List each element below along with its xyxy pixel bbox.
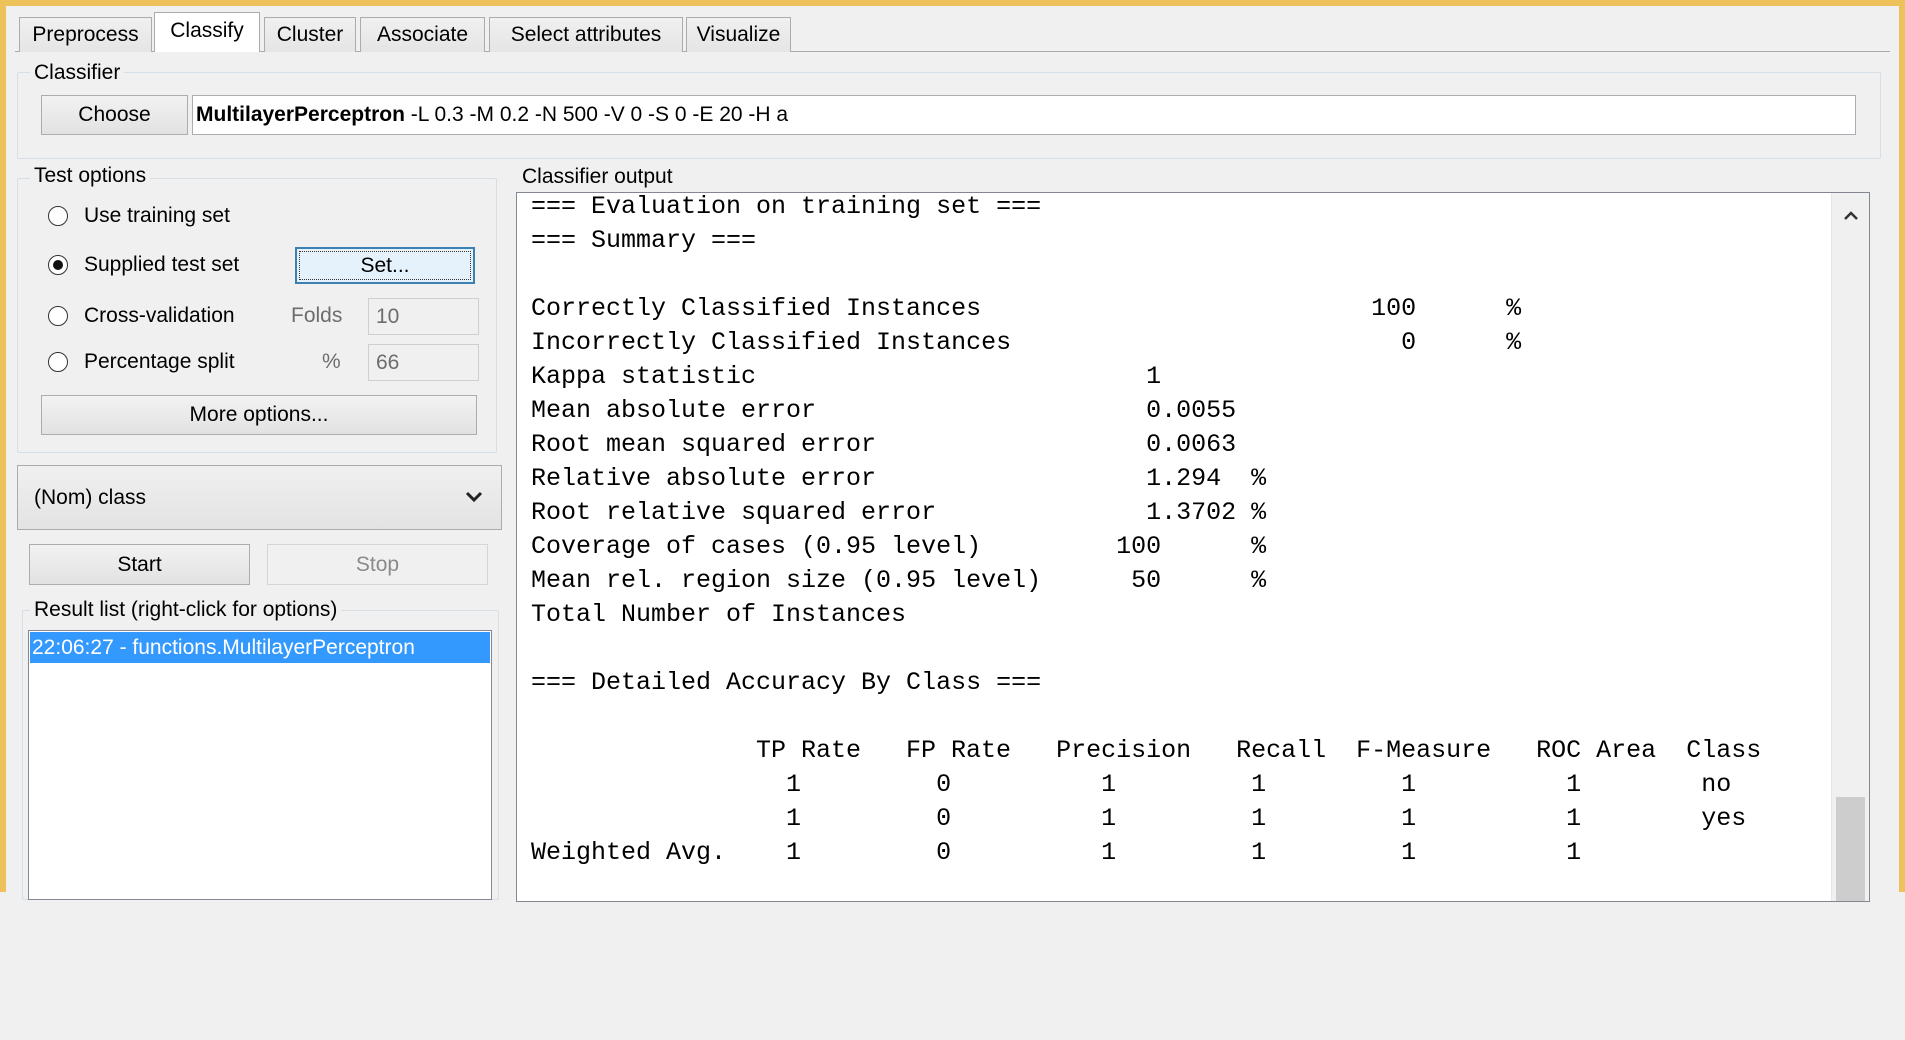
classifier-output-area[interactable] [516, 192, 1870, 902]
choose-button[interactable]: Choose [41, 95, 188, 135]
supplied-test-set-label: Supplied test set [84, 253, 240, 276]
cross-validation-radio[interactable] [48, 306, 68, 326]
result-list-item[interactable]: 22:06:27 - functions.MultilayerPerceptro… [30, 632, 490, 663]
tab-associate[interactable]: Associate [360, 17, 485, 52]
result-list[interactable]: 22:06:27 - functions.MultilayerPerceptro… [28, 630, 492, 900]
table-row: Weighted Avg. 1 0 1 1 1 1 [531, 838, 1582, 867]
classifier-output-label: Classifier output [518, 165, 677, 189]
more-options-button[interactable]: More options... [41, 395, 477, 435]
use-training-set-radio[interactable] [48, 206, 68, 226]
window-frame [0, 0, 1905, 892]
table-row: 1 0 1 1 1 1 no [786, 770, 1732, 799]
use-training-set-label: Use training set [84, 204, 230, 227]
classifier-group-label: Classifier [30, 61, 125, 85]
test-options-group [17, 178, 497, 453]
tab-cluster[interactable]: Cluster [264, 17, 356, 52]
percent-input[interactable]: 66 [368, 344, 479, 381]
result-list-label: Result list (right-click for options) [30, 598, 342, 622]
folds-label: Folds [291, 304, 343, 327]
output-scrollbar[interactable] [1831, 193, 1869, 901]
stop-button[interactable]: Stop [267, 544, 488, 585]
test-options-label: Test options [30, 164, 151, 188]
folds-input[interactable]: 10 [368, 298, 479, 335]
cross-validation-label: Cross-validation [84, 304, 235, 327]
set-test-set-button[interactable]: Set... [295, 247, 475, 284]
summary-header: === Summary === [531, 226, 757, 255]
classifier-config-field[interactable]: MultilayerPerceptron -L 0.3 -M 0.2 -N 50… [192, 95, 1856, 135]
supplied-test-set-radio[interactable] [48, 255, 68, 275]
table-row: 1 0 1 1 1 1 yes [786, 804, 1747, 833]
tab-classify[interactable]: Classify [154, 12, 260, 52]
table-header: TP Rate FP Rate Precision Recall F-Measu… [756, 736, 1762, 765]
detail-header: === Detailed Accuracy By Class === [531, 668, 1042, 697]
class-attribute-select[interactable]: (Nom) class [17, 465, 502, 530]
output-text: === Evaluation on training set === === S… [531, 192, 1761, 867]
classifier-name: MultilayerPerceptron [196, 103, 405, 126]
start-button[interactable]: Start [29, 544, 250, 585]
percent-label: % [322, 350, 341, 373]
tab-divider [15, 51, 1890, 52]
tab-visualize[interactable]: Visualize [686, 17, 791, 52]
scrollbar-thumb[interactable] [1836, 797, 1865, 901]
radio-selected-dot [53, 260, 63, 270]
classifier-options: -L 0.3 -M 0.2 -N 500 -V 0 -S 0 -E 20 -H … [404, 103, 789, 126]
scroll-up-icon[interactable] [1843, 211, 1859, 221]
class-select-value: (Nom) class [34, 486, 147, 509]
classifier-group [17, 72, 1881, 159]
chevron-down-icon [465, 491, 483, 503]
percentage-split-label: Percentage split [84, 350, 235, 373]
tab-preprocess[interactable]: Preprocess [19, 17, 152, 52]
percentage-split-radio[interactable] [48, 352, 68, 372]
eval-header: === Evaluation on training set === [531, 192, 1042, 221]
tab-select-attributes[interactable]: Select attributes [489, 17, 683, 52]
